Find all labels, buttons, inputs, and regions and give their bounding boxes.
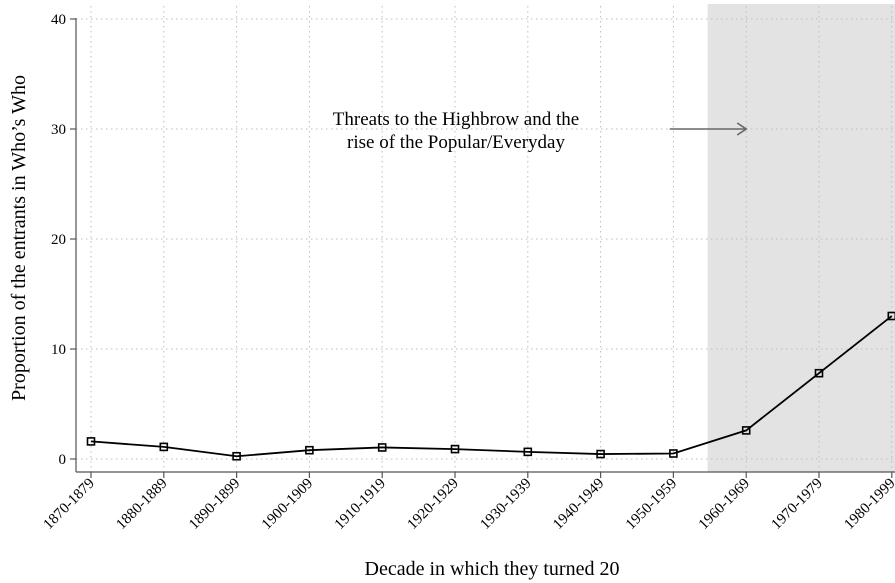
grid [76,6,895,472]
y-tick-label: 40 [51,12,66,28]
y-tick-label: 20 [51,232,66,248]
x-tick-label: 1910-1919 [332,476,389,533]
x-tick-label: 1890-1899 [186,476,243,533]
data-point [814,368,824,378]
x-tick-label: 1980-1999 [841,476,895,533]
data-point [596,449,605,459]
shaded-region [707,4,895,472]
x-tick-label: 1870-1879 [41,476,98,533]
data-point [305,445,314,455]
data-points [86,311,895,461]
data-point [86,437,96,446]
annotation-text-line-1: Threats to the Highbrow and the [333,109,579,130]
x-tick-label: 1900-1909 [259,476,316,533]
x-axis-ticks: 1870-1879 1880-1889 1890-1899 1900-1909 1910… [41,472,895,533]
data-point [741,426,751,435]
annotation-arrowhead [736,122,748,136]
data-point [232,451,241,461]
annotation: Threats to the Highbrow and the rise of … [333,109,748,153]
x-tick-label: 1970-1979 [769,476,826,533]
series-line [90,315,893,458]
x-tick-label: 1880-1889 [113,476,170,533]
data-point [669,449,678,458]
x-tick-label: 1930-1939 [477,476,534,533]
y-axis-title: Proportion of the entrants in Who’s Who [8,75,30,401]
data-point [377,443,387,452]
data-point [450,444,460,454]
x-tick-label: 1940-1949 [550,476,607,533]
data-point [159,442,169,452]
x-tick-label: 1960-1969 [696,476,753,533]
y-tick-label: 0 [59,452,67,468]
data-point [523,447,533,457]
y-tick-label: 30 [51,122,66,138]
data-point [887,311,895,321]
y-tick-label: 10 [51,342,66,358]
x-axis-title: Decade in which they turned 20 [365,558,620,580]
x-tick-label: 1920-1929 [405,476,462,533]
annotation-text-line-2: rise of the Popular/Everyday [347,132,565,153]
y-axis-ticks: 0 10 20 30 40 [51,12,76,468]
x-tick-label: 1950-1959 [623,476,680,533]
